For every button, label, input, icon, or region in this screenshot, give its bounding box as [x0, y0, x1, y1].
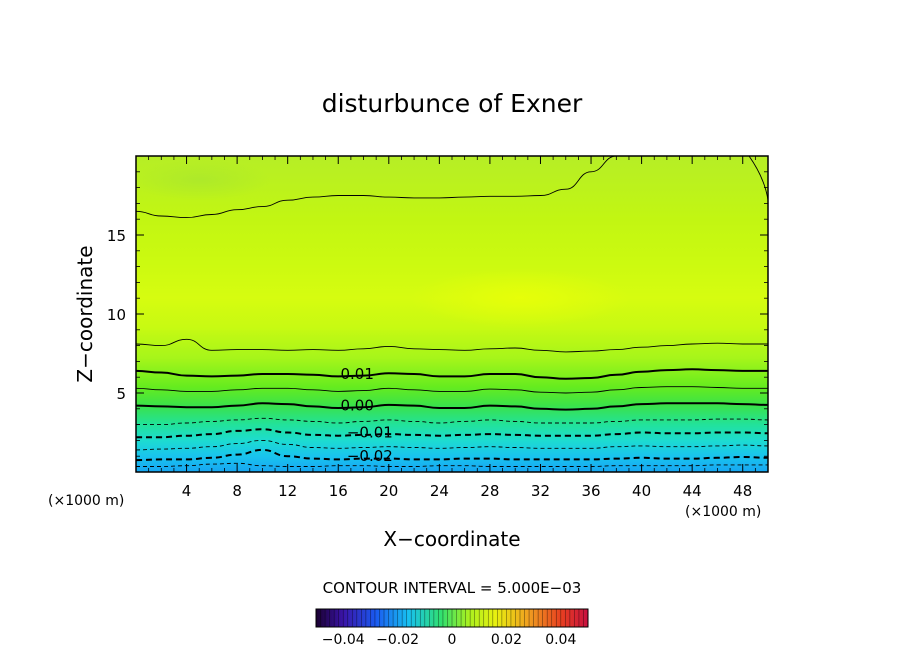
x-tick-label: 36 — [581, 482, 600, 500]
contour-label-2: −0.01 — [347, 424, 393, 442]
x-tick-label: 28 — [480, 482, 499, 500]
contour-line-5 — [136, 402, 768, 411]
x-tick-label: 24 — [430, 482, 449, 500]
contour-labels: 0.01 0.00 −0.01 −0.02 — [340, 365, 393, 465]
colorbar-tick-label: −0.04 — [322, 632, 365, 648]
x-tick-label: 40 — [632, 482, 651, 500]
contour-line-2 — [136, 439, 768, 451]
x-axis-label: X−coordinate — [383, 527, 520, 551]
contour-label-3: −0.02 — [347, 447, 393, 465]
x-tick-label: 44 — [683, 482, 702, 500]
contour-line-0 — [136, 462, 768, 467]
field-maximum-region — [410, 268, 630, 328]
z-unit-label: (×1000 m) — [48, 493, 124, 509]
contour-lines — [136, 156, 768, 467]
contour-line-1 — [136, 448, 768, 462]
contour-line-8 — [136, 338, 768, 353]
plot-area: 0.010.00−0.01−0.02 4 8 12 16 20 24 28 32 36 40 44 4… — [107, 155, 769, 500]
colorbar: −0.04 −0.02 0 0.02 0.04 — [315, 608, 589, 648]
contour-label-1: 0.00 — [340, 397, 373, 415]
contour-label-0: 0.01 — [340, 365, 373, 383]
field-upper-left-region — [136, 160, 270, 200]
x-axis-ticks: 4 8 12 16 20 24 28 32 36 40 44 48 — [148, 156, 756, 500]
contour-interval-text: CONTOUR INTERVAL = 5.000E−03 — [323, 579, 582, 597]
chart-title: disturbunce of Exner — [322, 89, 583, 118]
contour-line-4 — [136, 417, 768, 426]
colorbar-tick-label: 0.02 — [491, 632, 522, 648]
contour-line-corner — [748, 156, 768, 201]
x-tick-label: 20 — [379, 482, 398, 500]
y-tick-label: 10 — [107, 306, 126, 324]
colorbar-ticks: −0.04 −0.02 0 0.02 0.04 — [322, 632, 577, 648]
contour-line-7 — [136, 368, 768, 380]
y-tick-label: 5 — [116, 385, 126, 403]
y-tick-label: 15 — [107, 227, 126, 245]
contour-line-6 — [136, 386, 768, 394]
contour-line-9 — [136, 156, 768, 219]
colorbar-tick-label: 0.04 — [545, 632, 576, 648]
colorbar-tick-label: 0 — [448, 632, 457, 648]
contour-line-3 — [136, 428, 768, 439]
x-tick-label: 4 — [182, 482, 192, 500]
y-axis-label: Z−coordinate — [73, 245, 97, 382]
x-tick-label: 16 — [329, 482, 348, 500]
x-unit-label: (×1000 m) — [685, 504, 761, 520]
y-axis-ticks: 5 10 15 — [107, 171, 768, 457]
colorbar-tick-label: −0.02 — [376, 632, 419, 648]
x-tick-label: 12 — [278, 482, 297, 500]
x-tick-label: 8 — [232, 482, 242, 500]
colorbar-frame — [315, 608, 589, 628]
x-tick-label: 32 — [531, 482, 550, 500]
colorbar-stripes — [320, 609, 584, 627]
x-tick-label: 48 — [733, 482, 752, 500]
